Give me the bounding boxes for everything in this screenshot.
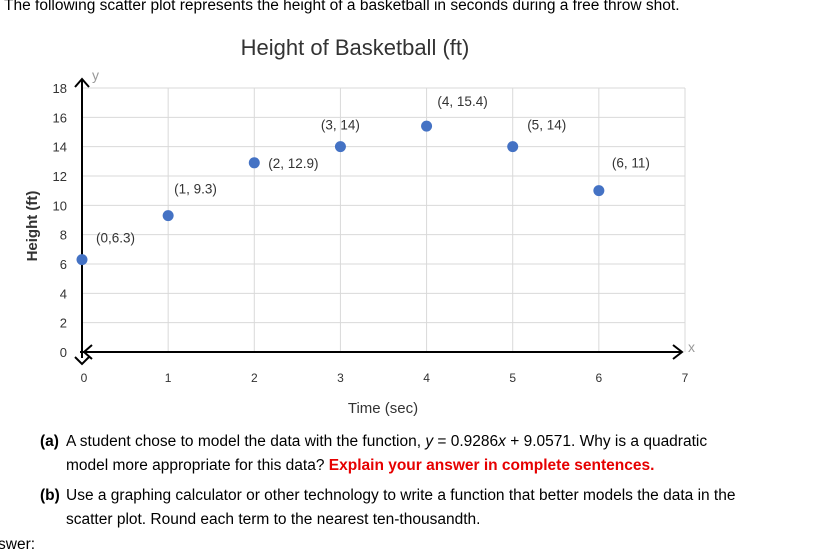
question-a-text: A student chose to model the data with t… xyxy=(66,433,426,450)
y-axis-arrow-bottom xyxy=(74,356,90,366)
formula-y: y xyxy=(425,433,434,450)
x-tick-label: 2 xyxy=(251,371,258,385)
y-tick-label: 0 xyxy=(60,345,67,360)
data-point xyxy=(162,210,174,222)
axes xyxy=(74,77,684,366)
chart-title: Height of Basketball (ft) xyxy=(241,35,470,60)
data-point xyxy=(421,120,433,132)
y-axis-arrow xyxy=(74,77,90,88)
x-tick-label: 4 xyxy=(423,371,430,385)
x-axis-label: Time (sec) xyxy=(348,400,418,417)
formula-end: + 9.0571. Why is a quadratic xyxy=(505,433,708,450)
question-b-line2: scatter plot. Round each term to the nea… xyxy=(66,511,481,528)
formula-mid: = 0.9286 xyxy=(433,433,499,450)
data-label: (1, 9.3) xyxy=(174,182,217,197)
x-axis-arrow xyxy=(672,344,684,360)
question-b: (b) Use a graphing calculator or other te… xyxy=(40,484,810,532)
y-tick-label: 8 xyxy=(60,228,67,243)
x-tick-label: 3 xyxy=(337,371,344,385)
y-tick-label: 16 xyxy=(53,110,67,125)
data-point xyxy=(76,254,88,266)
data-label: (3, 14) xyxy=(321,118,360,133)
question-a: (a) A student chose to model the data wit… xyxy=(40,430,810,478)
y-tick-label: 14 xyxy=(53,140,67,155)
question-b-line1: Use a graphing calculator or other techn… xyxy=(66,487,736,504)
y-tick-label: 12 xyxy=(53,169,67,184)
data-points xyxy=(76,120,605,266)
x-tick-label: 7 xyxy=(682,371,689,385)
y-tick-label: 2 xyxy=(60,316,67,331)
x-axis-arrow-left xyxy=(82,344,93,360)
question-a-emphasis: Explain your answer in complete sentence… xyxy=(328,457,655,474)
x-tick-label: 1 xyxy=(165,371,172,385)
data-label: (2, 12.9) xyxy=(268,156,318,171)
y-tick-label: 18 xyxy=(53,81,67,96)
data-point xyxy=(507,141,519,153)
data-label: (4, 15.4) xyxy=(437,94,487,109)
grid-lines xyxy=(82,87,686,352)
data-label: (5, 14) xyxy=(527,118,566,133)
y-tick-label: 10 xyxy=(53,198,67,213)
data-point xyxy=(334,141,346,153)
y-tick-label: 6 xyxy=(60,257,67,272)
y-axis-letter: y xyxy=(92,67,99,83)
intro-text: The following scatter plot represents th… xyxy=(4,0,680,14)
y-axis-label: Height (ft) xyxy=(24,191,41,262)
x-axis-letter: x xyxy=(688,339,695,355)
question-a-line2: model more appropriate for this data? xyxy=(66,457,329,474)
data-point xyxy=(248,157,260,169)
x-tick-label: 0 xyxy=(81,371,88,385)
answer-label: swer: xyxy=(0,536,36,553)
formula-x: x xyxy=(498,433,506,450)
data-label: (0,6.3) xyxy=(96,231,135,246)
x-tick-label: 6 xyxy=(596,371,603,385)
data-label: (6, 11) xyxy=(612,156,650,171)
data-point xyxy=(593,185,605,197)
data-labels: (0,6.3) (1, 9.3) (2, 12.9) (3, 14) (4, 15.4)… xyxy=(96,94,650,245)
question-b-tag: (b) xyxy=(40,487,60,504)
x-tick-label: 5 xyxy=(509,371,516,385)
question-a-tag: (a) xyxy=(40,433,59,450)
y-tick-label: 4 xyxy=(60,286,67,301)
